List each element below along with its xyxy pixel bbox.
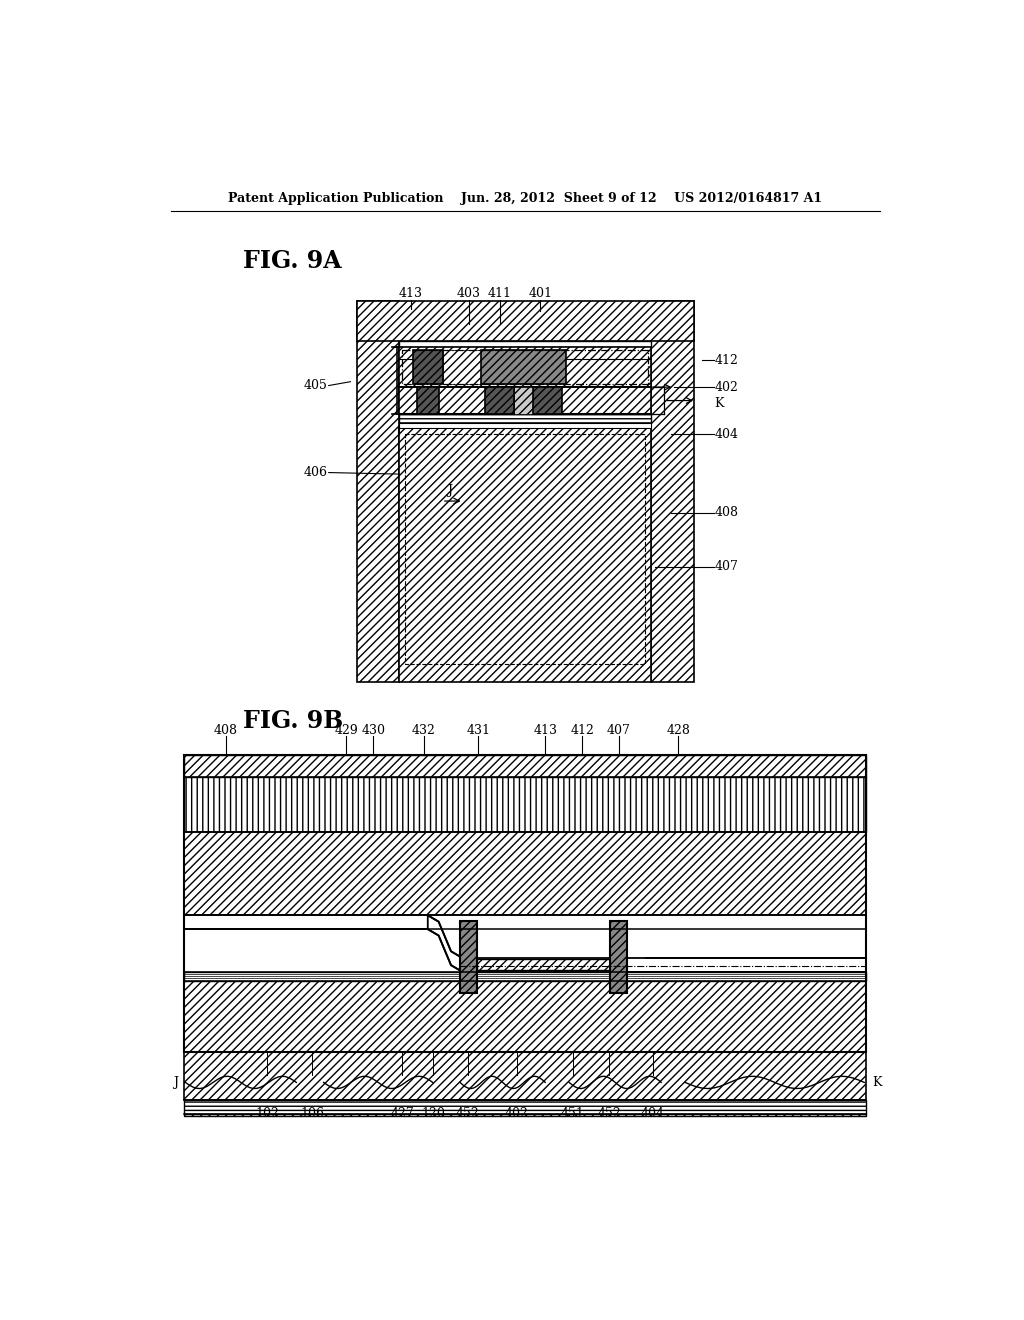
Bar: [399, 387, 651, 414]
Text: 406: 406: [304, 466, 328, 479]
Bar: [477, 960, 610, 970]
Text: 403: 403: [457, 286, 481, 300]
Text: 432: 432: [412, 723, 436, 737]
Text: 413: 413: [399, 286, 423, 300]
Bar: [484, 387, 514, 414]
Text: FIG. 9A: FIG. 9A: [243, 249, 341, 273]
Bar: [402, 350, 648, 384]
Text: 427: 427: [390, 1107, 414, 1121]
Bar: [399, 414, 651, 424]
Text: 451: 451: [560, 1107, 585, 1121]
Bar: [460, 921, 477, 993]
Bar: [414, 350, 442, 384]
Text: K: K: [872, 1076, 882, 1089]
Bar: [183, 972, 866, 981]
Text: 106: 106: [300, 1107, 324, 1121]
Bar: [610, 921, 627, 993]
Bar: [406, 434, 645, 664]
Text: J: J: [173, 1076, 177, 1089]
Text: 402: 402: [505, 1107, 528, 1121]
Bar: [183, 981, 866, 1100]
Bar: [183, 1100, 866, 1114]
Text: 407: 407: [607, 723, 631, 737]
Bar: [356, 301, 399, 682]
Text: 404: 404: [641, 1107, 665, 1121]
Text: 402: 402: [715, 381, 738, 395]
Bar: [183, 915, 429, 929]
Text: K: K: [715, 397, 724, 409]
Text: 430: 430: [361, 723, 385, 737]
Text: 431: 431: [466, 723, 490, 737]
Text: 411: 411: [488, 286, 512, 300]
Text: 452: 452: [456, 1107, 479, 1121]
Text: 404: 404: [715, 428, 738, 441]
Bar: [480, 350, 566, 384]
Text: 401: 401: [528, 286, 552, 300]
Text: 452: 452: [597, 1107, 622, 1121]
Text: 408: 408: [715, 506, 738, 519]
Text: 412: 412: [570, 723, 594, 737]
Bar: [183, 832, 866, 915]
Bar: [399, 341, 651, 347]
Bar: [183, 755, 866, 776]
Text: 405: 405: [304, 379, 328, 392]
Bar: [399, 428, 651, 682]
Bar: [183, 755, 866, 1052]
Bar: [627, 958, 866, 972]
Text: 413: 413: [534, 723, 557, 737]
Text: 412: 412: [715, 354, 738, 367]
Bar: [183, 1114, 866, 1115]
Text: J: J: [447, 483, 453, 496]
Bar: [183, 776, 866, 832]
Text: 408: 408: [214, 723, 239, 737]
Bar: [442, 350, 480, 384]
Bar: [461, 958, 626, 972]
Bar: [532, 387, 562, 414]
Text: 102: 102: [255, 1107, 279, 1121]
Text: 407: 407: [715, 560, 738, 573]
Text: Patent Application Publication    Jun. 28, 2012  Sheet 9 of 12    US 2012/016481: Patent Application Publication Jun. 28, …: [227, 191, 822, 205]
Bar: [356, 301, 693, 341]
Bar: [651, 301, 693, 682]
Text: FIG. 9B: FIG. 9B: [243, 709, 343, 733]
Bar: [399, 347, 651, 387]
Text: 428: 428: [667, 723, 690, 737]
Polygon shape: [428, 915, 462, 972]
Bar: [417, 387, 438, 414]
Text: 120: 120: [422, 1107, 445, 1121]
Text: 429: 429: [334, 723, 358, 737]
Bar: [399, 424, 651, 428]
Bar: [514, 387, 532, 414]
